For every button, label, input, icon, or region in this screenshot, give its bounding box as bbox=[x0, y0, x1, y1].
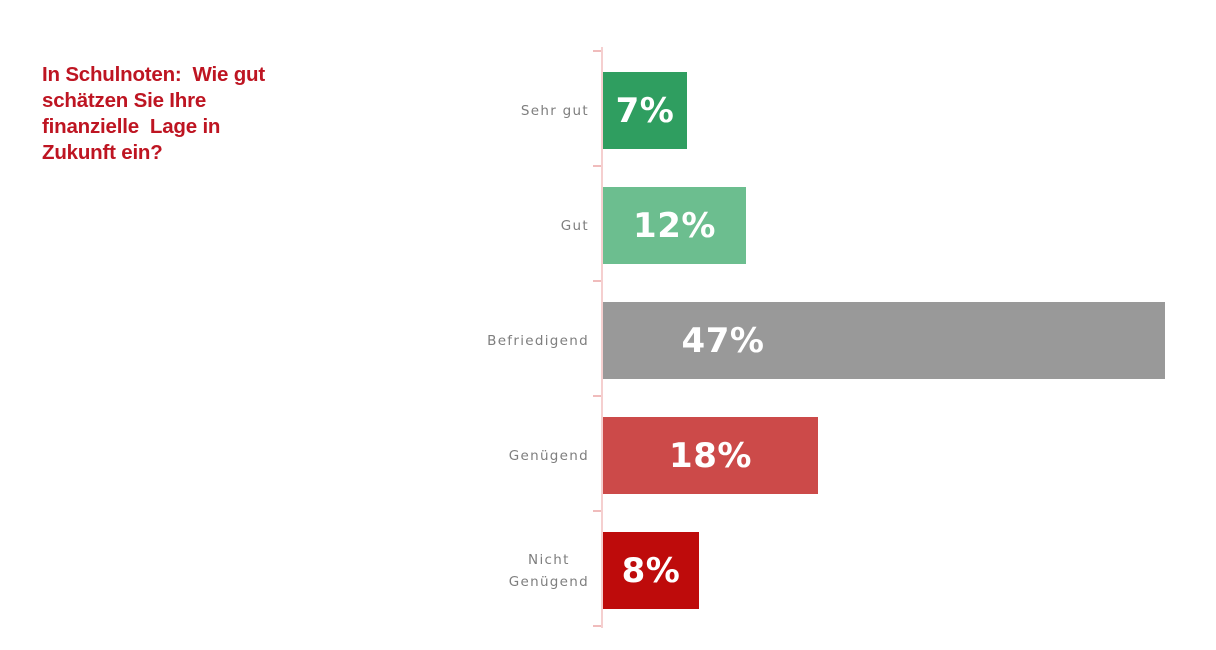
category-label: Nicht Genügend bbox=[508, 551, 589, 590]
bar-3: 18% bbox=[603, 417, 818, 494]
value-label: 12% bbox=[633, 205, 716, 246]
axis-tick bbox=[593, 625, 601, 627]
category-axis-line bbox=[601, 47, 603, 628]
bar-1: 12% bbox=[603, 187, 746, 264]
category-label: Befriedigend bbox=[487, 332, 589, 349]
bar-0: 7% bbox=[603, 72, 687, 149]
axis-tick bbox=[593, 165, 601, 167]
axis-tick bbox=[593, 510, 601, 512]
value-label: 18% bbox=[669, 435, 752, 476]
axis-tick bbox=[593, 395, 601, 397]
value-label: 8% bbox=[621, 550, 681, 591]
chart-question-title: In Schulnoten: Wie gut schätzen Sie Ihre… bbox=[42, 63, 265, 164]
value-label: 47% bbox=[681, 320, 765, 361]
axis-tick bbox=[593, 280, 601, 282]
category-label: Genügend bbox=[508, 447, 589, 464]
bar-4: 8% bbox=[603, 532, 699, 609]
axis-tick bbox=[593, 50, 601, 52]
value-label: 7% bbox=[615, 90, 675, 131]
category-label: Gut bbox=[560, 217, 589, 234]
category-label: Sehr gut bbox=[520, 102, 589, 119]
bar-2: 47% bbox=[603, 302, 1165, 379]
